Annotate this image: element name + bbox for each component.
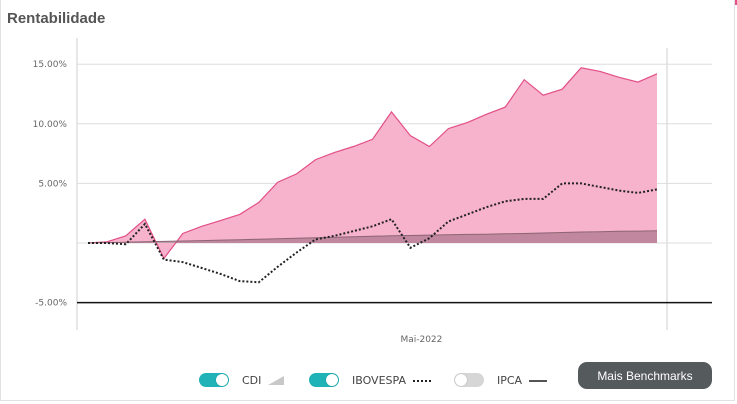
legend-label-ibovespa: IBOVESPA [352, 373, 406, 387]
portfolio-line [87, 67, 658, 260]
legend-item-cdi[interactable]: CDI [199, 369, 285, 391]
cdi-toggle[interactable] [199, 373, 229, 387]
legend-label-ipca: IPCA [497, 373, 523, 387]
ipca-toggle[interactable] [454, 373, 484, 387]
legend-label-cdi: CDI [242, 373, 262, 387]
x-tick-label: Mai-2022 [400, 335, 442, 345]
ibovespa-toggle[interactable] [309, 373, 339, 387]
y-tick-label: 15.00% [33, 60, 68, 70]
more-benchmarks-button[interactable]: Mais Benchmarks [578, 362, 712, 389]
y-tick-label: 5.00% [38, 179, 67, 189]
y-tick-label: -5.00% [35, 299, 67, 309]
dotted-line-icon [412, 380, 431, 382]
legend-item-ipca[interactable]: IPCA [454, 369, 548, 391]
chart-ticks: -5.00% 5.00% 10.00% 15.00% Mai-2022 [33, 60, 443, 345]
page-title: Rentabilidade [7, 10, 106, 27]
portfolio-area [88, 67, 657, 259]
toggle-knob [216, 374, 228, 386]
chart-svg: -5.00% 5.00% 10.00% 15.00% Mai-2022 [33, 38, 712, 345]
y-tick-label: 10.00% [33, 120, 68, 130]
area-triangle-icon [268, 376, 285, 385]
ibovespa-line [88, 182, 658, 284]
chart-series[interactable] [87, 67, 658, 284]
legend-item-ibovespa[interactable]: IBOVESPA [309, 369, 432, 391]
toggle-knob [326, 374, 338, 386]
toggle-knob [455, 374, 467, 386]
solid-line-icon [529, 380, 548, 382]
cdi-line [87, 230, 658, 244]
